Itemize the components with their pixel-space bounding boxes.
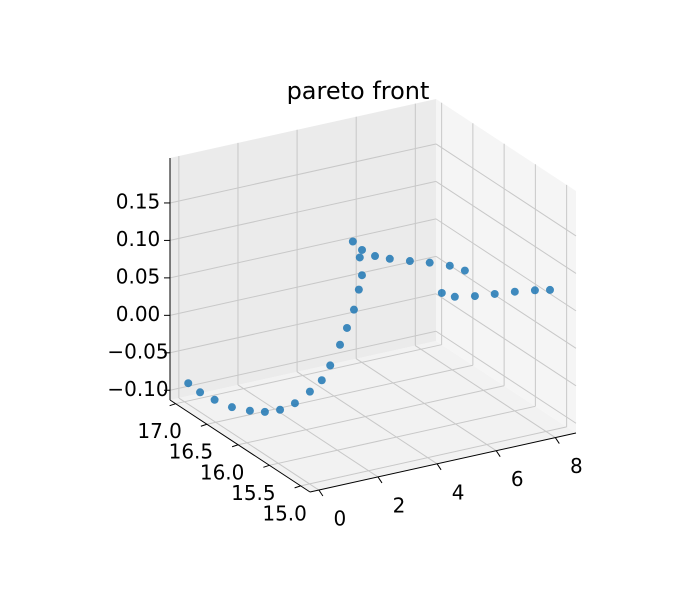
x-tick	[436, 463, 442, 471]
grid-line	[178, 397, 320, 491]
y-tick-label: 16.5	[169, 440, 214, 464]
grid-line	[415, 345, 556, 439]
y-tick-label: 15.5	[231, 481, 276, 505]
z-tick-label: 0.05	[116, 264, 161, 288]
grid-line	[355, 358, 497, 452]
y-tick-label: 15.0	[262, 501, 307, 525]
right-pane	[436, 99, 576, 433]
point	[460, 266, 469, 275]
z-tick-label: 0.00	[116, 302, 161, 326]
z-tick-label: 0.15	[116, 189, 161, 213]
grid-line	[169, 143, 437, 204]
point	[260, 407, 269, 416]
point	[530, 286, 539, 295]
point	[245, 406, 254, 415]
point	[385, 254, 394, 263]
point	[371, 252, 380, 261]
point	[184, 379, 193, 388]
z-tick-label: 0.10	[116, 227, 161, 251]
grid-line	[300, 426, 567, 487]
point	[317, 376, 326, 385]
y-tick	[231, 444, 239, 448]
grid-line	[238, 385, 505, 446]
y-tick	[294, 485, 301, 489]
point	[357, 271, 366, 280]
chart-title: pareto front	[287, 77, 430, 105]
point	[290, 399, 299, 408]
x-tick-label: 4	[452, 480, 465, 504]
point	[545, 285, 554, 294]
point	[349, 305, 358, 314]
x-tick	[554, 437, 560, 444]
y-tick	[263, 464, 270, 468]
x-tick-label: 8	[570, 454, 583, 478]
point	[305, 387, 314, 396]
point	[510, 287, 519, 296]
grid-line	[435, 143, 577, 237]
point	[437, 288, 446, 297]
point	[445, 261, 454, 270]
grid-line	[169, 255, 437, 316]
x-tick-label: 6	[511, 467, 524, 491]
x-tick	[495, 450, 501, 457]
z-tick-label: −0.05	[107, 339, 168, 363]
x-tick-label: 2	[393, 493, 406, 517]
point	[354, 285, 363, 294]
point	[210, 395, 219, 404]
grid-line	[435, 218, 577, 312]
point	[227, 403, 236, 412]
grid-line	[435, 293, 577, 387]
grid-line	[237, 384, 379, 478]
z-tick-label: −0.10	[107, 377, 168, 401]
x-tick	[318, 489, 324, 497]
x-tick-label: 0	[333, 507, 346, 531]
y-tick	[200, 423, 208, 427]
point	[336, 340, 345, 349]
point	[196, 388, 205, 397]
point	[358, 245, 367, 254]
point	[342, 323, 351, 332]
point	[470, 292, 479, 301]
grid-line	[435, 330, 577, 424]
point	[425, 258, 434, 267]
left-pane	[170, 99, 436, 400]
grid-line	[435, 255, 577, 349]
x-axis-line	[309, 432, 577, 493]
y-tick	[169, 403, 176, 407]
y-axis-line	[169, 399, 311, 493]
grid-line	[435, 180, 577, 274]
point	[348, 237, 357, 246]
grid-line	[169, 293, 437, 354]
grid-line	[169, 218, 437, 279]
point	[276, 405, 285, 414]
floor-pane	[170, 341, 576, 492]
x-tick	[377, 476, 383, 484]
point	[355, 253, 364, 262]
grid-line	[169, 330, 437, 391]
point	[490, 289, 499, 298]
point	[450, 292, 459, 301]
point	[405, 257, 414, 266]
y-tick-label: 17.0	[137, 419, 182, 443]
grid-line	[175, 344, 442, 405]
grid-line	[296, 371, 438, 465]
y-tick-label: 16.0	[200, 460, 245, 484]
point	[326, 361, 335, 370]
grid-line	[269, 405, 536, 466]
grid-line	[169, 180, 437, 241]
